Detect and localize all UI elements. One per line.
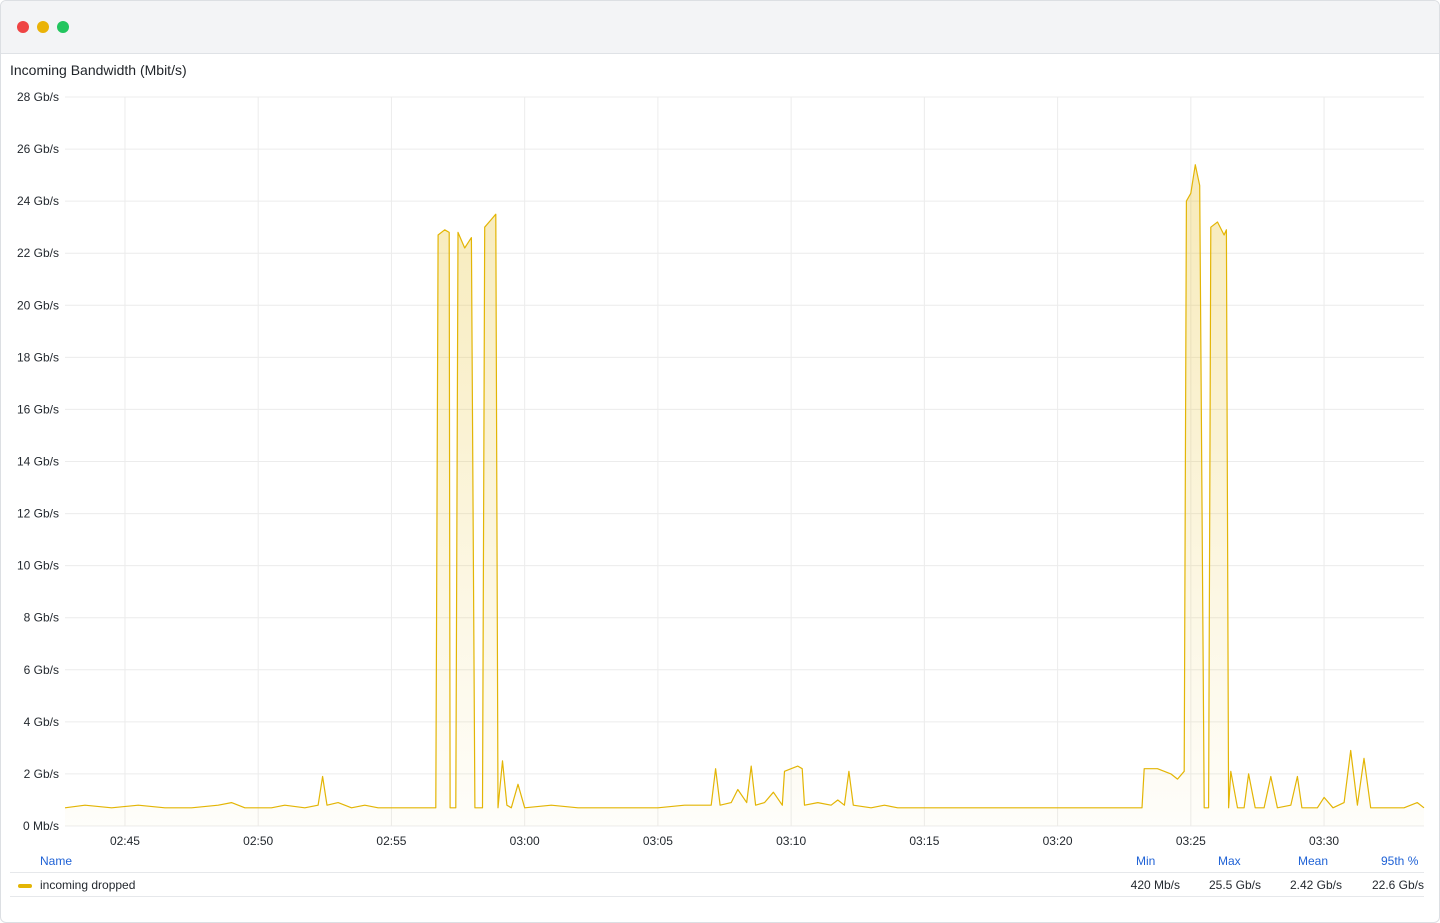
y-tick-label: 24 Gb/s (17, 194, 59, 208)
legend-header-max[interactable]: Max (1218, 854, 1241, 868)
x-axis: 02:45 02:50 02:55 03:00 03:05 03:10 03:15 03:20… (110, 834, 1339, 848)
legend-header-name[interactable]: Name (40, 854, 73, 868)
y-tick-label: 14 Gb/s (17, 455, 59, 469)
legend-p95-value: 22.6 Gb/s (1371, 878, 1424, 892)
x-tick-label: 02:55 (376, 834, 406, 848)
legend-series-name[interactable]: incoming dropped (40, 878, 136, 892)
legend-bottom-divider (10, 896, 1424, 897)
legend-series-swatch (18, 884, 32, 888)
legend-divider (10, 872, 1424, 873)
y-axis: 0 Mb/s 2 Gb/s 4 Gb/s 6 Gb/s 8 Gb/s 10 Gb/s 12 … (17, 90, 59, 833)
y-tick-label: 0 Mb/s (23, 819, 59, 833)
series-line-0[interactable] (64, 164, 1425, 809)
panel-title: Incoming Bandwidth (Mbit/s) (10, 62, 187, 78)
x-tick-label: 03:15 (909, 834, 939, 848)
y-tick-label: 16 Gb/s (17, 402, 59, 416)
series-area-0 (65, 164, 1424, 826)
y-tick-label: 10 Gb/s (17, 559, 59, 573)
x-tick-label: 03:25 (1176, 834, 1206, 848)
legend-max-value: 25.5 Gb/s (1208, 878, 1261, 892)
zoom-window-button[interactable] (57, 21, 69, 33)
x-tick-label: 03:20 (1043, 834, 1073, 848)
legend-mean-value: 2.42 Gb/s (1289, 878, 1342, 892)
x-tick-label: 02:45 (110, 834, 140, 848)
y-tick-label: 4 Gb/s (24, 715, 59, 729)
legend-header-min[interactable]: Min (1136, 854, 1156, 868)
y-tick-label: 8 Gb/s (24, 611, 59, 625)
x-tick-label: 03:10 (776, 834, 806, 848)
x-tick-label: 03:00 (510, 834, 540, 848)
legend-header-mean[interactable]: Mean (1298, 854, 1329, 868)
legend-min-value: 420 Mb/s (1130, 878, 1180, 892)
y-tick-label: 2 Gb/s (24, 767, 59, 781)
y-tick-label: 12 Gb/s (17, 507, 59, 521)
y-tick-label: 6 Gb/s (24, 663, 59, 677)
close-window-button[interactable] (17, 21, 29, 33)
x-tick-label: 02:50 (243, 834, 273, 848)
x-tick-label: 03:05 (643, 834, 673, 848)
y-tick-label: 22 Gb/s (17, 246, 59, 260)
y-tick-label: 18 Gb/s (17, 350, 59, 364)
y-tick-label: 26 Gb/s (17, 142, 59, 156)
minimize-window-button[interactable] (37, 21, 49, 33)
x-tick-label: 03:30 (1309, 834, 1339, 848)
window-titlebar (1, 1, 1439, 54)
legend-header-p95[interactable]: 95th % (1381, 854, 1419, 868)
y-tick-label: 28 Gb/s (17, 90, 59, 104)
chart-series (64, 164, 1425, 826)
y-tick-label: 20 Gb/s (17, 298, 59, 312)
